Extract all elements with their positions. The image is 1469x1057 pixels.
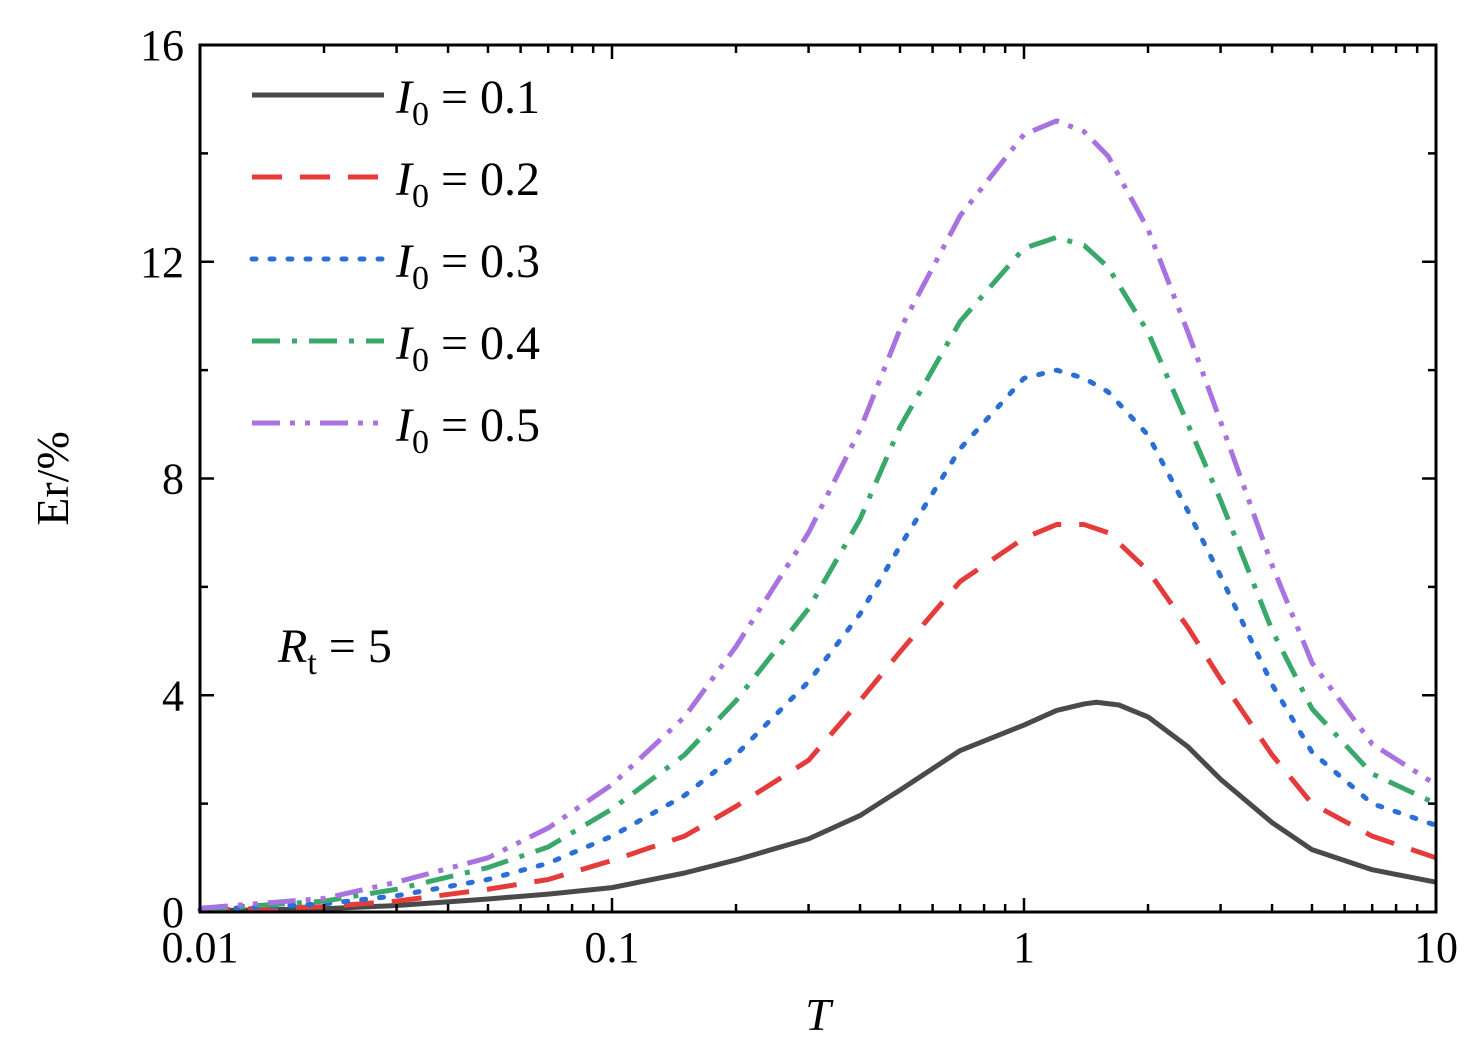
series-layer [197,118,1439,914]
legend-label-0: I0 = 0.1 [395,71,540,133]
x-tick-label: 0.1 [585,923,640,972]
legend-value: = 0.3 [429,235,540,288]
series-line-0 [199,699,1437,914]
annotation-symbol: R [277,620,307,673]
x-axis-title: T [805,989,834,1040]
x-tick-label: 1 [1013,923,1035,972]
y-tick-label: 16 [140,21,184,70]
legend-subscript: 0 [412,342,429,379]
legend-value: = 0.1 [429,71,540,124]
annotation: Rt = 5 [277,620,392,682]
legend: I0 = 0.1I0 = 0.2I0 = 0.3I0 = 0.4I0 = 0.5 [249,71,540,461]
legend-subscript: 0 [412,96,429,133]
axes-layer: 0.01 0.1 1 10 0 4 8 12 16 T Er/% [27,21,1458,1040]
legend-symbol: I [395,71,414,124]
annotation-value: = 5 [317,620,392,673]
legend-symbol: I [395,399,414,452]
legend-label-2: I0 = 0.3 [395,235,540,297]
legend-entry-3: I0 = 0.4 [252,317,540,379]
plot-frame [198,43,1438,914]
y-tick-label: 8 [162,455,184,504]
legend-label-3: I0 = 0.4 [395,317,540,379]
legend-symbol: I [395,153,414,206]
x-tick-label: 10 [1414,923,1458,972]
legend-subscript: 0 [412,178,429,215]
legend-subscript: 0 [412,424,429,461]
legend-label-1: I0 = 0.2 [395,153,540,215]
legend-entry-1: I0 = 0.2 [252,153,540,215]
y-tick-label: 4 [162,671,184,720]
annotation-subscript: t [307,645,317,682]
y-tick-label: 12 [140,238,184,287]
legend-entry-4: I0 = 0.5 [252,399,540,461]
legend-label-4: I0 = 0.5 [395,399,540,461]
legend-subscript: 0 [412,260,429,297]
legend-value: = 0.4 [429,317,540,370]
y-tick-label: 0 [162,888,184,937]
series-line-2 [197,367,1439,913]
x-tick-label: 0.01 [162,923,239,972]
legend-value: = 0.2 [429,153,540,206]
series-line-3 [199,234,1438,912]
legend-entry-0: I0 = 0.1 [252,71,540,133]
series-line-1 [199,522,1437,913]
series-line-4 [199,118,1438,911]
legend-symbol: I [395,317,414,370]
legend-symbol: I [395,235,414,288]
annotation-label: Rt = 5 [277,620,392,682]
legend-value: = 0.5 [429,399,540,452]
legend-entry-2: I0 = 0.3 [249,235,540,297]
y-axis-title: Er/% [27,431,78,526]
